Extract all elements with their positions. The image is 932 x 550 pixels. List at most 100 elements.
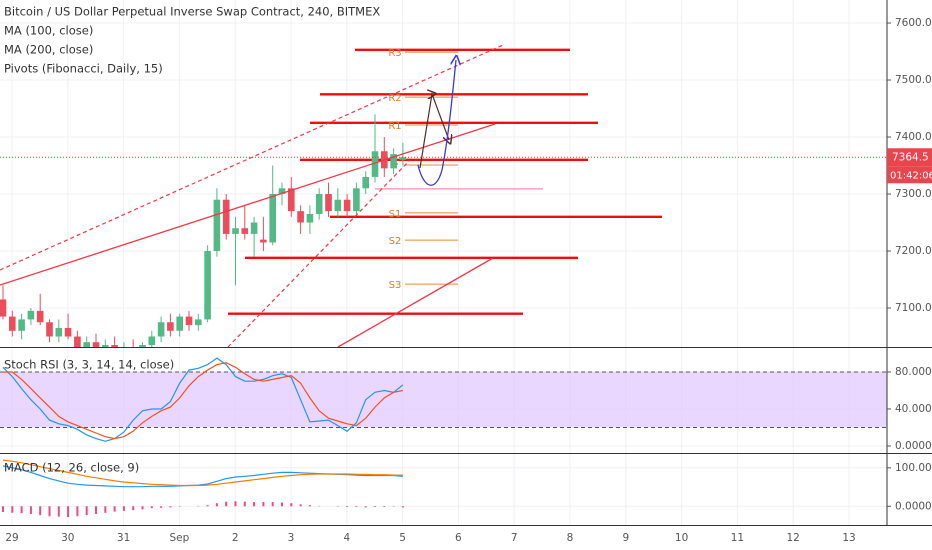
arrow-path	[419, 94, 449, 169]
candle-body	[185, 316, 193, 326]
x-tick-label: 13	[842, 532, 855, 544]
candle-body	[55, 327, 63, 337]
candle-body	[306, 213, 314, 223]
indicator-label: Pivots (Fibonacci, Daily, 15)	[4, 62, 163, 76]
x-tick-label: 29	[5, 532, 18, 544]
x-tick-label: 3	[288, 532, 295, 544]
histogram-bar	[95, 506, 97, 514]
candle-body	[353, 188, 360, 212]
y-tick-label: 7600.0	[895, 17, 932, 29]
histogram-bar	[57, 506, 60, 517]
histogram-bar	[364, 506, 367, 508]
y-tick-label: 100.0000	[895, 462, 932, 474]
candle-body	[250, 222, 258, 234]
candle-body	[9, 316, 16, 331]
histogram-bar	[374, 506, 376, 508]
x-tick-label: 6	[455, 532, 462, 544]
candle-body	[83, 342, 90, 347]
candle-body	[111, 345, 118, 347]
band-fill	[0, 371, 887, 428]
x-tick-label: 2	[232, 532, 239, 544]
histogram-bar	[122, 506, 125, 511]
indicator-line	[3, 362, 404, 440]
candle-body	[269, 194, 276, 243]
candle-body	[315, 194, 323, 214]
candle-body	[18, 319, 25, 331]
pivot-label: S2	[389, 236, 402, 247]
y-tick-label: 0.0000	[895, 440, 932, 452]
candle-body	[390, 154, 397, 169]
histogram-bar	[150, 506, 153, 509]
labels: Bitcoin / US Dollar Perpetual Inverse Sw…	[4, 5, 932, 544]
candle-body	[157, 322, 165, 337]
histogram-bar	[299, 504, 302, 507]
histogram-bar	[39, 506, 42, 516]
histogram-bar	[169, 506, 172, 508]
y-tick-label: 7500.0	[895, 74, 932, 86]
y-tick-label: 7100.0	[895, 302, 932, 314]
histogram-bar	[29, 506, 32, 514]
histogram-bar	[76, 506, 79, 517]
candle-body	[36, 310, 44, 323]
candle-body	[343, 199, 351, 212]
candle-body	[213, 199, 221, 252]
x-tick-label: 11	[731, 532, 744, 544]
pivot-label: S1	[389, 209, 402, 220]
x-tick-label: 12	[787, 532, 800, 544]
histogram-bar	[206, 505, 209, 507]
histogram-bar	[160, 506, 163, 508]
histogram-bar	[20, 506, 23, 514]
indicator-label: MA (200, close)	[4, 43, 93, 57]
histogram-bar	[225, 501, 228, 507]
price-pane: R3R2R1PS1S2S3	[0, 0, 887, 347]
histogram-bar	[243, 501, 246, 507]
candle-body	[297, 211, 304, 223]
pivot-label: R2	[388, 93, 401, 104]
histogram-bar	[346, 506, 349, 508]
indicator-label: MACD (12, 26, close, 9)	[4, 461, 139, 475]
histogram-bar	[85, 506, 88, 516]
candle-body	[139, 345, 146, 347]
candle-body	[371, 151, 379, 177]
candle-body	[204, 251, 211, 320]
drawings	[0, 44, 504, 347]
histogram-bar	[401, 506, 404, 508]
histogram-bar	[113, 506, 116, 512]
countdown-badge	[887, 166, 932, 184]
pivot-label: R3	[388, 48, 401, 59]
candle-body	[232, 228, 239, 234]
chart-title: Bitcoin / US Dollar Perpetual Inverse Sw…	[4, 5, 380, 19]
histogram-bar	[215, 503, 218, 507]
candle-body	[176, 316, 183, 331]
candle-body	[27, 310, 35, 320]
candle-body	[334, 199, 342, 212]
candle-body	[74, 336, 81, 347]
x-tick-label: 8	[567, 532, 574, 544]
histogram-bar	[262, 502, 265, 507]
histogram-bar	[132, 506, 135, 511]
candle-body	[102, 345, 109, 347]
price-badge	[887, 148, 932, 167]
candle-body	[362, 176, 369, 189]
candle-body	[325, 194, 332, 212]
candle-body	[195, 319, 202, 326]
x-tick-label: 31	[117, 532, 130, 544]
stoch-pane	[0, 348, 887, 453]
x-tick-label: 4	[343, 532, 350, 544]
candle-body	[278, 188, 286, 195]
candle-body	[399, 157, 407, 160]
y-tick-label: 7300.0	[895, 188, 932, 200]
projection-curve	[417, 60, 456, 186]
histogram-bar	[253, 502, 256, 507]
candle-body	[241, 228, 249, 234]
x-tick-label: 10	[675, 532, 688, 544]
histogram-bar	[308, 505, 311, 507]
histogram-bar	[141, 506, 144, 510]
histogram-bar	[104, 506, 107, 513]
y-tick-label: 7200.0	[895, 245, 932, 257]
candle-body	[222, 199, 230, 234]
y-tick-label: 80.0000	[895, 366, 932, 378]
histogram-bar	[281, 502, 283, 507]
